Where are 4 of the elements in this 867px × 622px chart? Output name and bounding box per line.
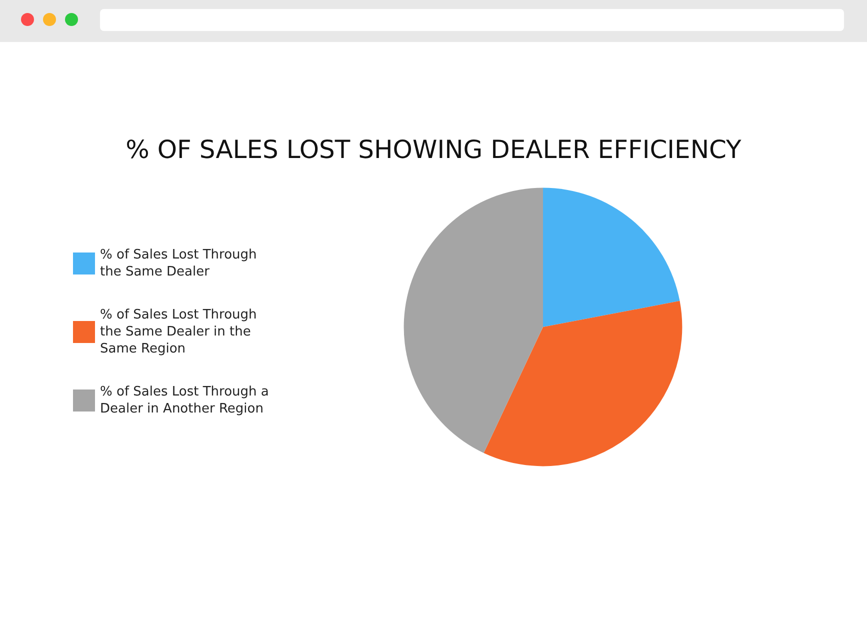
legend-label: % of Sales Lost Through the Same Dealer	[100, 248, 261, 280]
chart-title: % OF SALES LOST SHOWING DEALER EFFICIENCY	[126, 135, 742, 164]
legend-label: % of Sales Lost Through a Dealer in Another Region	[100, 384, 274, 416]
legend-label: % of Sales Lost Through the Same Dealer in the Same Region	[100, 308, 261, 356]
